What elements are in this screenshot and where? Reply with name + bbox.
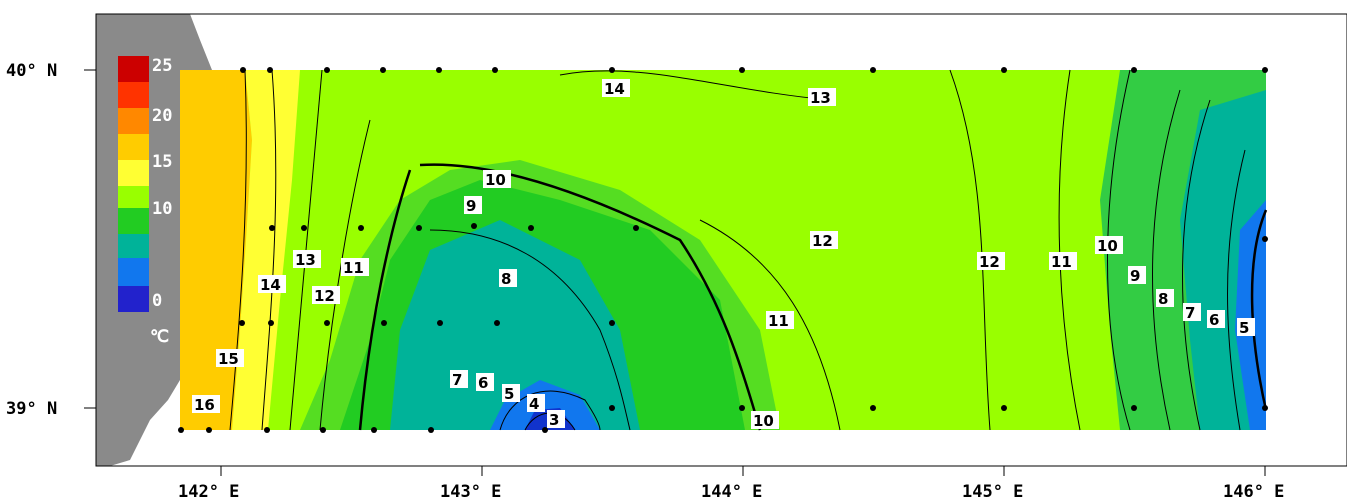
colorbar-swatch (118, 82, 149, 108)
svg-text:5: 5 (1239, 319, 1249, 337)
contour-label: 7 (450, 370, 468, 389)
contour-label: 11 (766, 311, 794, 330)
colorbar-swatch (118, 286, 149, 312)
contour-label: 14 (602, 79, 630, 98)
svg-text:8: 8 (1158, 290, 1168, 308)
svg-text:11: 11 (768, 312, 789, 330)
colorbar-tick: 10 (152, 199, 172, 219)
colorbar-tick: 20 (152, 106, 172, 126)
contour-label: 10 (1095, 236, 1123, 255)
station-dots (178, 67, 1268, 433)
contour-label: 9 (464, 196, 482, 215)
warm-band (180, 70, 252, 430)
contour-label: 11 (1049, 252, 1077, 271)
contour-label: 10 (483, 170, 511, 189)
svg-text:14: 14 (604, 80, 625, 98)
contour-label: 10 (751, 411, 779, 430)
map-frame (95, 13, 1347, 467)
svg-text:5: 5 (504, 385, 514, 403)
svg-text:12: 12 (979, 253, 1000, 271)
colorbar-swatch (118, 134, 149, 160)
svg-text:8: 8 (501, 270, 511, 288)
svg-text:12: 12 (314, 287, 335, 305)
svg-text:6: 6 (478, 374, 488, 392)
lat-label-39n: 39° N (6, 399, 57, 419)
svg-text:10: 10 (753, 412, 774, 430)
colorbar-swatch (118, 208, 149, 234)
lon-label-142e: 142° E (178, 482, 239, 502)
contour-label: 13 (808, 88, 836, 107)
contour-label: 8 (499, 269, 517, 288)
contour-label: 4 (527, 394, 545, 413)
lon-label-144e: 144° E (701, 482, 762, 502)
contour-label: 16 (192, 395, 220, 414)
colorbar-swatch (118, 234, 149, 258)
svg-text:16: 16 (194, 396, 215, 414)
svg-text:11: 11 (343, 259, 364, 277)
contour-label: 8 (1156, 289, 1174, 308)
contour-label: 6 (1207, 310, 1225, 329)
svg-text:12: 12 (812, 232, 833, 250)
lon-label-146e: 146° E (1223, 482, 1284, 502)
contour-label: 5 (1237, 318, 1255, 337)
colorbar-swatch (118, 56, 149, 82)
svg-text:7: 7 (1185, 304, 1195, 322)
colorbar-tick: 0 (152, 291, 162, 311)
svg-text:15: 15 (218, 350, 239, 368)
colorbar-swatch (118, 258, 149, 286)
lon-label-143e: 143° E (440, 482, 501, 502)
contour-label: 12 (810, 231, 838, 250)
contour-label: 7 (1183, 303, 1201, 322)
colorbar-swatch (118, 160, 149, 186)
svg-text:6: 6 (1209, 311, 1219, 329)
contour-label: 14 (258, 275, 286, 294)
contour-label: 15 (216, 349, 244, 368)
svg-text:3: 3 (549, 411, 559, 429)
contour-label: 13 (293, 250, 321, 269)
temperature-field (180, 70, 1266, 430)
colorbar-swatch (118, 186, 149, 208)
colorbar-swatch (118, 108, 149, 134)
svg-text:10: 10 (485, 171, 506, 189)
svg-text:10: 10 (1097, 237, 1118, 255)
contour-label: 3 (547, 410, 565, 429)
colorbar: 25 20 15 10 0 ℃ (118, 56, 172, 347)
axis-ticks (84, 69, 1266, 476)
svg-text:11: 11 (1051, 253, 1072, 271)
contour-label: 12 (312, 286, 340, 305)
svg-text:13: 13 (810, 89, 831, 107)
svg-text:7: 7 (452, 371, 462, 389)
contour-label: 6 (476, 373, 494, 392)
svg-text:9: 9 (1130, 267, 1140, 285)
lon-label-145e: 145° E (962, 482, 1023, 502)
colorbar-unit: ℃ (150, 327, 169, 347)
contour-label: 11 (341, 258, 369, 277)
svg-text:4: 4 (529, 395, 539, 413)
colorbar-tick: 25 (152, 56, 172, 76)
colorbar-tick: 15 (152, 152, 172, 172)
contour-label: 5 (502, 384, 520, 403)
svg-text:13: 13 (295, 251, 316, 269)
svg-text:14: 14 (260, 276, 281, 294)
lat-label-40n: 40° N (6, 61, 57, 81)
contour-label: 9 (1128, 266, 1146, 285)
contour-label: 12 (977, 252, 1005, 271)
contour-label-group: 14 13 10 9 12 13 11 14 8 12 12 11 10 9 8… (192, 79, 1255, 430)
warm-tongue (232, 70, 300, 430)
svg-text:9: 9 (466, 197, 476, 215)
